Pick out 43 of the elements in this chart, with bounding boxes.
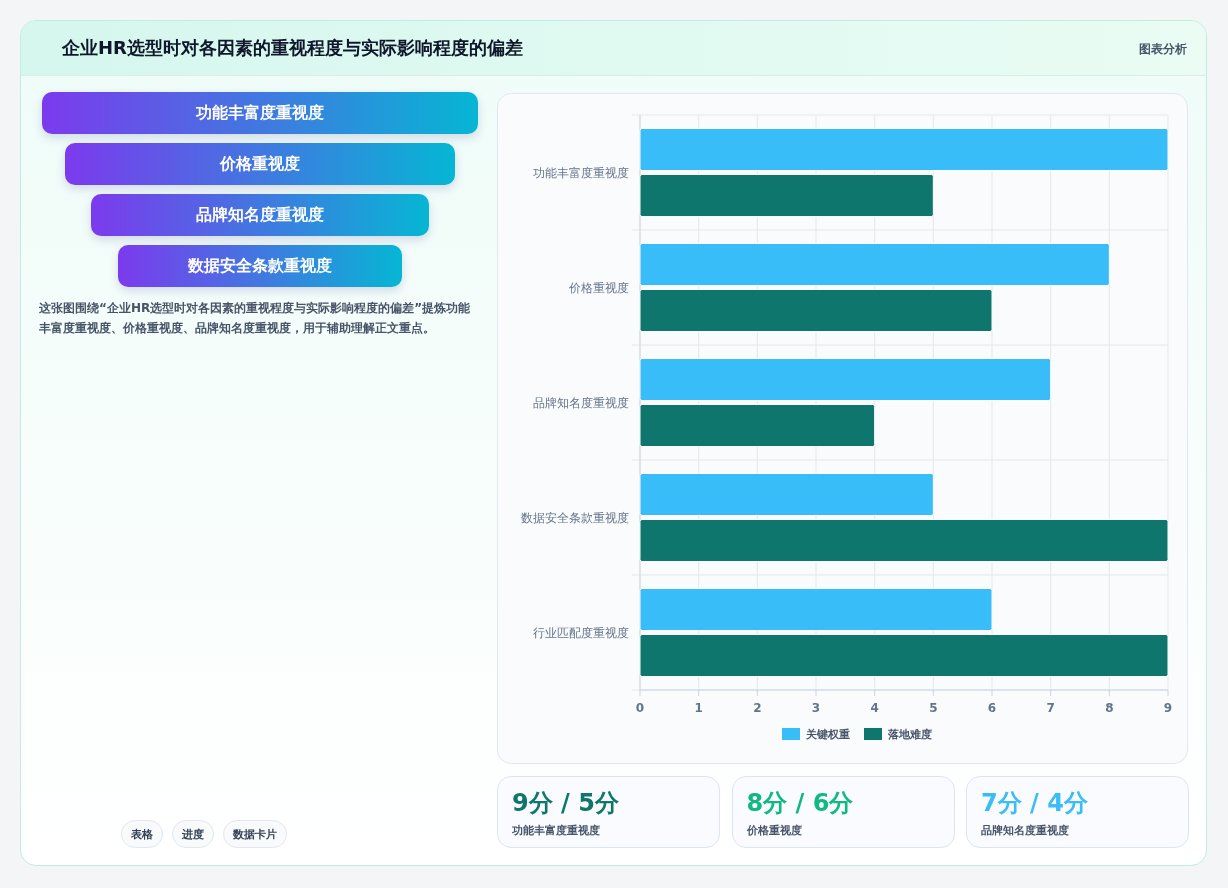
bar xyxy=(639,634,1169,677)
bar xyxy=(639,128,1169,171)
category-label: 功能丰富度重视度 xyxy=(512,823,601,838)
x-tick-label: 1 xyxy=(694,701,703,715)
x-tick-label: 9 xyxy=(1163,701,1173,715)
text: 企业HR选型时对各因素的重视程度与实际影响程度的偏差 xyxy=(62,36,523,60)
legend-label: 落地难度 xyxy=(887,728,932,741)
text: 图表分析 xyxy=(1139,41,1187,58)
x-tick-label: 8 xyxy=(1105,701,1114,715)
text: 进度 xyxy=(172,820,214,848)
y-tick-label: 品牌知名度重视度 xyxy=(533,395,629,410)
category-label: 价格重视度 xyxy=(65,143,455,185)
bar xyxy=(639,473,934,516)
x-tick-label: 4 xyxy=(870,701,879,715)
text: 表格 xyxy=(121,820,163,848)
text: 8分 / 6分 xyxy=(746,788,855,819)
text: 7分 / 4分 xyxy=(981,788,1089,819)
text: 这张图围绕“企业HR选型时对各因素的重视程度与实际影响程度的偏差”提炼功能丰富度重视度、价格重视度、品牌知名度重视度，用于辅助理解正文重点。 xyxy=(39,300,472,337)
legend-label: 关键权重 xyxy=(805,728,850,741)
bar xyxy=(639,404,876,447)
bar xyxy=(639,243,1110,286)
x-tick-label: 5 xyxy=(929,701,938,715)
y-tick-label: 价格重视度 xyxy=(568,280,629,295)
category-label: 数据安全条款重视度 xyxy=(118,245,402,287)
category-label: 价格重视度 xyxy=(746,823,803,838)
x-tick-label: 7 xyxy=(1046,701,1055,715)
bar xyxy=(639,174,934,217)
y-tick-label: 功能丰富度重视度 xyxy=(533,165,629,180)
y-tick-label: 数据安全条款重视度 xyxy=(521,510,629,525)
category-label: 品牌知名度重视度 xyxy=(981,823,1070,838)
bar xyxy=(639,588,993,631)
bar xyxy=(639,519,1169,562)
x-tick-label: 0 xyxy=(635,701,645,715)
text: 9分 / 5分 xyxy=(512,788,620,819)
category-label: 功能丰富度重视度 xyxy=(42,92,478,134)
bar xyxy=(639,289,993,332)
x-tick-label: 6 xyxy=(987,701,997,715)
x-tick-label: 2 xyxy=(753,701,762,715)
x-tick-label: 3 xyxy=(811,701,821,715)
text: 数据卡片 xyxy=(223,820,287,848)
category-label: 品牌知名度重视度 xyxy=(91,194,429,236)
bar xyxy=(639,358,1052,401)
y-tick-label: 行业匹配度重视度 xyxy=(533,625,629,640)
